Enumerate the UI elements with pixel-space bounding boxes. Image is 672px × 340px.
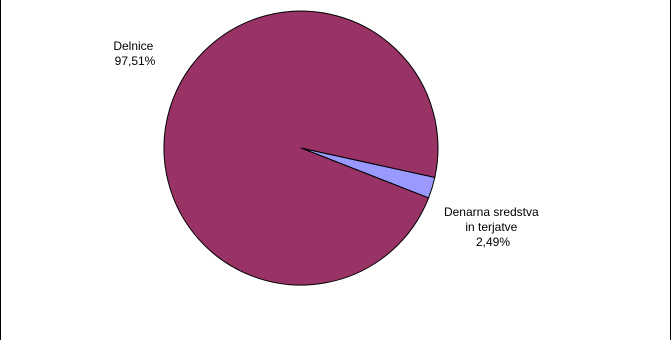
pie-slice-delnice [163, 10, 439, 286]
slice-label-denarna-sredstva: Denarna sredstva in terjatve 2,49% [444, 205, 542, 249]
pie-slices [163, 10, 439, 286]
pie-chart: Delnice 97,51% Denarna sredstva in terja… [113, 10, 542, 286]
slice-label-delnice: Delnice 97,51% [113, 39, 156, 68]
